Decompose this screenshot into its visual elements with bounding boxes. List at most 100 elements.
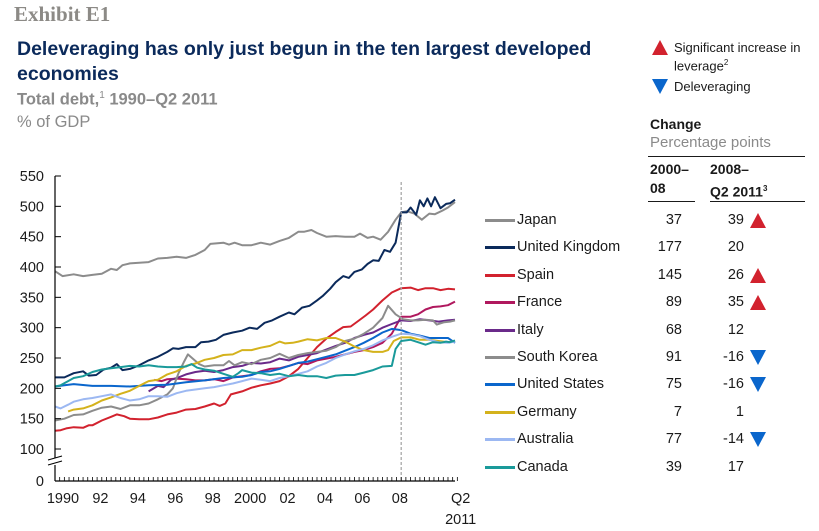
series-line-japan <box>54 201 456 278</box>
x-tick-label: 98 <box>205 491 221 507</box>
table-heading: Change <box>650 116 702 132</box>
triangle-up-icon <box>652 40 668 55</box>
change-2008-q2-2011: 12 <box>727 321 744 338</box>
legend-row: Canada 39 17 <box>478 457 808 479</box>
y-tick-label: 250 <box>20 351 44 367</box>
change-2000-08: 177 <box>657 239 682 256</box>
subtitle-footnote: 1 <box>99 90 105 101</box>
units-label: % of GDP <box>17 113 91 131</box>
y-tick-label: 450 <box>20 230 44 246</box>
series-line-spain <box>54 286 456 432</box>
key-increase-label: Significant increase in leverage <box>674 40 801 74</box>
legend-row: France 89 35 <box>478 292 808 314</box>
y-tick-label: 550 <box>20 169 44 185</box>
x-tick-label: 2000 <box>234 491 266 507</box>
x-tick-label: 92 <box>92 491 108 507</box>
legend-row: Japan 37 39 <box>478 210 808 232</box>
key-increase-footnote: 2 <box>723 58 729 67</box>
change-2000-08: 145 <box>657 266 682 283</box>
change-2008-q2-2011: -14 <box>723 431 744 448</box>
triangle-up-icon <box>750 267 766 283</box>
series-line-germany <box>67 336 456 413</box>
col2-line1: 2008– <box>710 161 749 177</box>
x-tick-label: 94 <box>130 491 146 507</box>
change-2000-08: 89 <box>665 294 682 311</box>
col2-line2: Q2 2011 <box>710 183 763 200</box>
x-tick-label: 02 <box>279 491 295 507</box>
x-tick-label: 06 <box>354 491 370 507</box>
y-tick-label: 400 <box>20 260 44 276</box>
change-2000-08: 37 <box>665 212 682 228</box>
change-2000-08: 68 <box>665 321 682 338</box>
triangle-up-icon <box>750 213 766 228</box>
legend-row: Spain 145 26 <box>478 265 808 287</box>
chart-subtitle: Total debt,1 1990–Q2 2011 <box>17 90 218 110</box>
column-header-2000-08: 2000– 08 <box>650 160 689 198</box>
change-2000-08: 75 <box>665 376 682 393</box>
change-2008-q2-2011: 20 <box>727 239 744 256</box>
x-tick-label: 04 <box>317 491 333 507</box>
series-swatch <box>485 301 515 305</box>
series-line-australia <box>54 332 456 410</box>
change-2000-08: 7 <box>673 403 682 420</box>
series-layer <box>54 196 456 432</box>
y-tick-label: 200 <box>20 381 44 397</box>
col1-line1: 2000– <box>650 161 689 177</box>
series-swatch <box>485 219 515 222</box>
axes-layer: 0 100 150 200 250 300 350 400 450 500 550 1990 92 94 9… <box>20 169 476 528</box>
change-2008-q2-2011: 17 <box>727 458 744 475</box>
country-label: France <box>517 294 563 311</box>
series-line-united-kingdom <box>55 196 456 379</box>
country-label: Japan <box>517 212 557 228</box>
triangle-down-icon <box>750 432 766 448</box>
y-tick-label: 500 <box>20 199 44 215</box>
y-tick-label: 150 <box>20 412 44 428</box>
header-rule <box>648 156 805 157</box>
x-tick-label: 2011 <box>445 512 476 528</box>
triangle-down-icon <box>750 350 766 365</box>
country-label: Australia <box>517 431 574 448</box>
series-swatch <box>485 383 515 387</box>
legend-row: Germany 7 1 <box>478 402 808 424</box>
country-label: Canada <box>517 458 568 475</box>
country-label: South Korea <box>517 349 598 365</box>
table-subheading: Percentage points <box>650 134 771 151</box>
y-tick-label: 300 <box>20 321 44 337</box>
y-tick-label: 350 <box>20 290 44 306</box>
change-2008-q2-2011: -16 <box>723 376 744 393</box>
y-tick-label: 0 <box>36 474 44 490</box>
col2-footnote: 3 <box>762 184 768 193</box>
country-label: United Kingdom <box>517 239 621 256</box>
triangle-down-icon <box>652 79 668 94</box>
series-swatch <box>485 465 515 469</box>
series-line-canada <box>54 338 456 388</box>
series-swatch <box>485 410 515 414</box>
change-2008-q2-2011: 35 <box>727 294 744 311</box>
y-tick-label: 100 <box>20 442 44 458</box>
exhibit-label: Exhibit E1 <box>14 2 111 26</box>
subtitle-range: 1990–Q2 2011 <box>104 90 218 109</box>
axis-break-gap <box>48 458 62 465</box>
axis-break-mark <box>47 460 63 466</box>
series-swatch <box>485 273 515 277</box>
series-line-united-states <box>54 327 456 388</box>
country-label: Germany <box>517 403 577 420</box>
triangle-down-icon <box>750 377 766 393</box>
legend-row: Australia 77 -14 <box>478 429 808 451</box>
legend-row: United Kingdom 177 20 <box>478 237 808 259</box>
key-decrease-label: Deleveraging <box>674 79 751 94</box>
series-swatch <box>485 356 515 359</box>
x-tick-label: 08 <box>392 491 408 507</box>
change-2008-q2-2011: 1 <box>735 403 744 420</box>
legend-row: South Korea 91 -16 <box>478 347 808 369</box>
x-tick-label: 1990 <box>47 491 79 507</box>
x-tick-label: Q2 <box>451 491 470 507</box>
series-line-italy <box>148 318 456 393</box>
country-label: Italy <box>517 321 544 338</box>
subtitle-text: Total debt, <box>17 90 100 109</box>
change-2000-08: 91 <box>665 349 682 365</box>
legend-row: Italy 68 12 <box>478 320 808 342</box>
change-2008-q2-2011: -16 <box>723 349 744 365</box>
col1-line2: 08 <box>650 180 666 196</box>
change-2000-08: 77 <box>665 431 682 448</box>
